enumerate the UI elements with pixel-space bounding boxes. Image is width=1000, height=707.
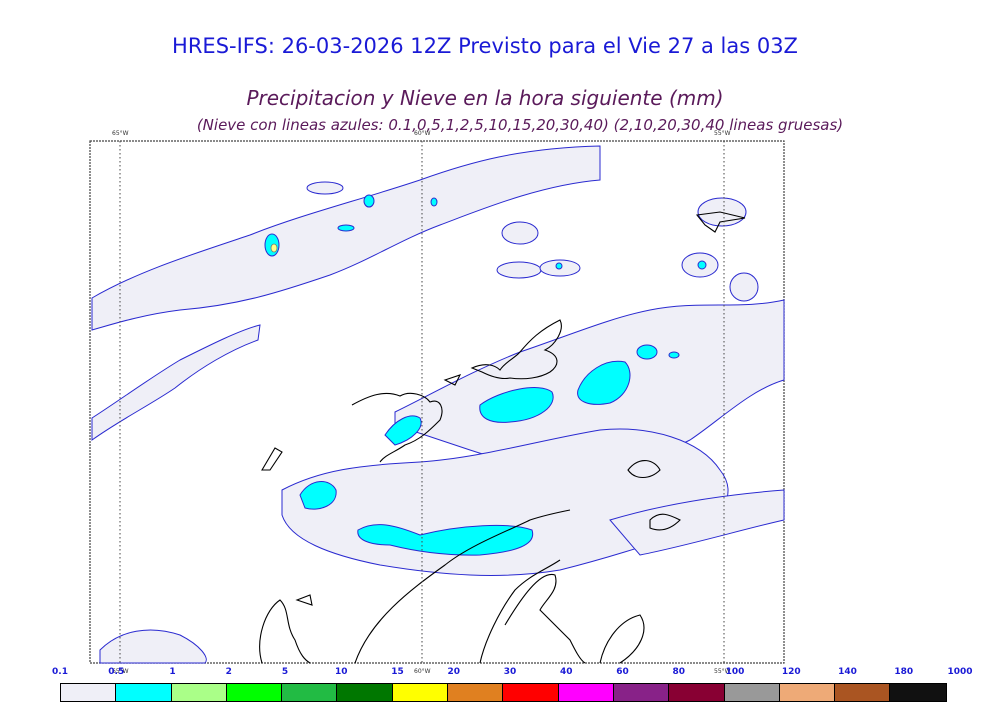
legend-tick-label: 1 [169,667,176,677]
map-subtitle: Precipitacion y Nieve en la hora siguien… [246,86,724,110]
longitude-gridlines [119,141,725,663]
legend-tick-label: 60 [616,667,629,677]
legend-tick-label: 80 [672,667,686,677]
legend-swatch [282,684,338,701]
lon-label-55w-top: 55°W [714,130,731,137]
map-title: HRES-IFS: 26-03-2026 12Z Previsto para e… [172,34,798,58]
legend-tick-label: 40 [559,667,573,677]
legend-tick-label: 1000 [947,667,973,677]
light-green-core [270,243,278,253]
legend-tick-label: 180 [894,667,914,677]
legend-tick-label: 5 [281,667,289,677]
legend-tick-label: 0.1 [52,667,68,677]
legend-tick-label: 140 [838,667,857,677]
legend-swatch [613,684,670,701]
legend-tick-label: 100 [725,667,745,677]
coastlines [259,211,746,664]
legend-swatch [890,684,946,701]
legend-swatch [724,684,780,701]
lon-label-65w-bottom: 65°W [112,668,129,675]
legend-tick-label: 0.5 [108,667,125,677]
legend-swatch [226,684,283,701]
lon-label-60w-bottom: 60°W [414,668,431,675]
lon-label-55w-bottom: 55°W [714,668,731,675]
legend-swatch [392,684,449,701]
legend-swatch [503,684,559,701]
legend-swatch [61,684,117,701]
legend-tick-label: 15 [391,667,404,677]
legend-swatch [558,684,614,701]
legend-swatch [669,684,725,701]
lon-label-60w-top: 60°W [414,130,431,137]
legend-tick-label: 20 [447,667,461,677]
legend-swatch [116,684,172,701]
legend-tick-label: 30 [503,667,517,677]
legend-tick-label: 120 [781,667,801,677]
legend-swatch [835,684,891,701]
legend-tick-label: 2 [225,667,232,677]
legend-swatch [337,684,393,701]
legend-swatch [448,684,504,701]
legend-swatch [171,684,227,701]
map-note: (Nieve con lineas azules: 0.1,0,5,1,2,5,… [196,116,844,134]
legend-swatch [779,684,836,701]
lon-label-65w-top: 65°W [112,130,129,137]
color-legend [60,683,947,702]
legend-tick-label: 10 [334,667,348,677]
